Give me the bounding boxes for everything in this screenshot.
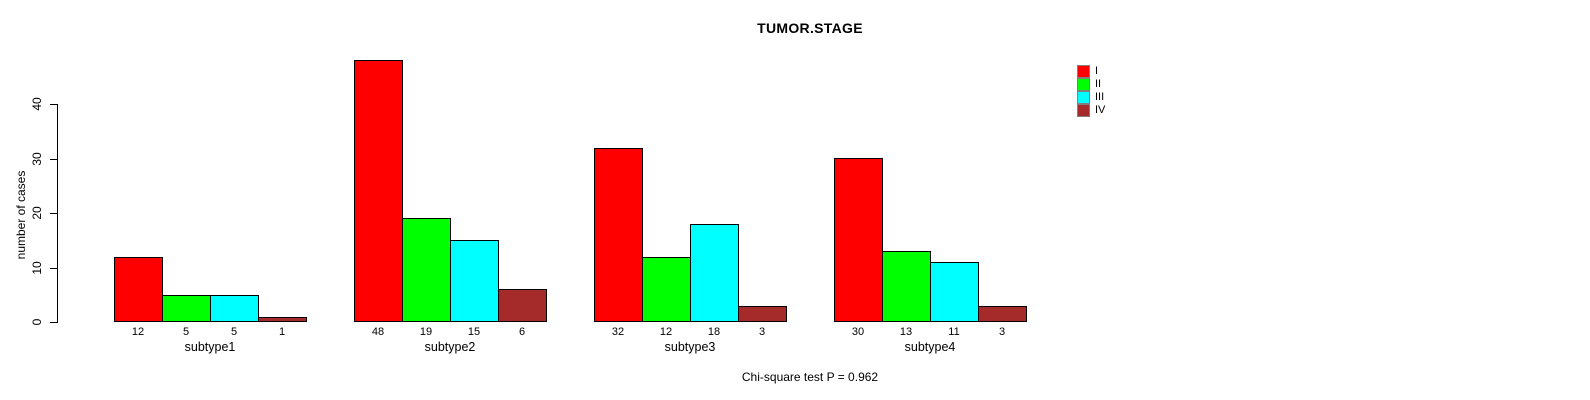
y-tick-mark (50, 158, 57, 160)
legend: I II III IV (1077, 65, 1105, 117)
legend-label: II (1095, 78, 1102, 90)
bar-value-label: 48 (371, 326, 385, 338)
legend-label: IV (1095, 104, 1106, 116)
chart-title: TUMOR.STAGE (757, 20, 863, 36)
bar-subtype1-stage-I (114, 257, 163, 322)
group-label-subtype1: subtype1 (184, 340, 236, 354)
legend-item-IV: IV (1077, 104, 1105, 117)
legend-label: I (1095, 65, 1099, 77)
group-label-subtype4: subtype4 (904, 340, 956, 354)
bar-subtype3-stage-II (642, 257, 691, 322)
bar-value-label: 1 (278, 326, 286, 338)
bar-value-label: 6 (518, 326, 526, 338)
y-tick-mark (50, 213, 57, 214)
bar-subtype1-stage-II (162, 295, 211, 322)
bar-value-label: 3 (998, 326, 1006, 338)
y-axis (57, 104, 58, 323)
bar-value-label: 18 (707, 326, 721, 338)
bar-subtype4-stage-IV (978, 306, 1027, 322)
group-label-subtype2: subtype2 (424, 340, 476, 354)
annotation-text: Chi-square test P = 0.962 (741, 370, 879, 384)
bar-subtype1-stage-III (210, 295, 259, 322)
y-tick-label: 30 (30, 151, 44, 166)
legend-swatch-icon (1077, 78, 1090, 91)
bar-subtype1-stage-IV (258, 317, 307, 322)
bar-value-label: 5 (230, 326, 238, 338)
bar-subtype3-stage-III (690, 224, 739, 322)
bar-value-label: 15 (467, 326, 481, 338)
bar-subtype2-stage-IV (498, 289, 547, 322)
y-tick-mark (50, 267, 57, 269)
bar-value-label: 11 (948, 326, 960, 338)
y-tick-label: 0 (30, 318, 44, 326)
legend-label: III (1095, 91, 1105, 103)
bar-subtype4-stage-III (930, 262, 979, 322)
y-axis-label: number of cases (14, 170, 28, 260)
y-tick-label: 40 (30, 97, 44, 111)
bar-value-label: 13 (899, 326, 913, 338)
bar-subtype4-stage-II (882, 251, 931, 322)
y-tick-label: 20 (30, 206, 44, 220)
legend-swatch-icon (1077, 91, 1090, 104)
bar-value-label: 30 (851, 326, 865, 338)
legend-swatch-icon (1077, 104, 1090, 117)
legend-item-III: III (1077, 91, 1105, 104)
y-tick-mark (50, 104, 57, 105)
bar-subtype2-stage-III (450, 240, 499, 322)
bar-value-label: 12 (659, 326, 673, 338)
bar-subtype2-stage-I (354, 60, 403, 322)
bar-value-label: 12 (131, 326, 145, 338)
bar-subtype3-stage-IV (738, 306, 787, 322)
bar-subtype4-stage-I (834, 158, 883, 322)
bar-subtype2-stage-II (402, 218, 451, 322)
legend-item-II: II (1077, 78, 1105, 91)
y-tick-mark (50, 322, 57, 323)
group-label-subtype3: subtype3 (664, 340, 716, 354)
bar-subtype3-stage-I (594, 148, 643, 322)
bar-value-label: 32 (611, 326, 625, 338)
y-tick-label: 10 (30, 260, 44, 275)
legend-item-I: I (1077, 65, 1105, 78)
bar-value-label: 3 (758, 326, 766, 338)
bar-value-label: 19 (419, 326, 433, 338)
bar-value-label: 5 (182, 326, 190, 338)
legend-swatch-icon (1077, 65, 1090, 78)
